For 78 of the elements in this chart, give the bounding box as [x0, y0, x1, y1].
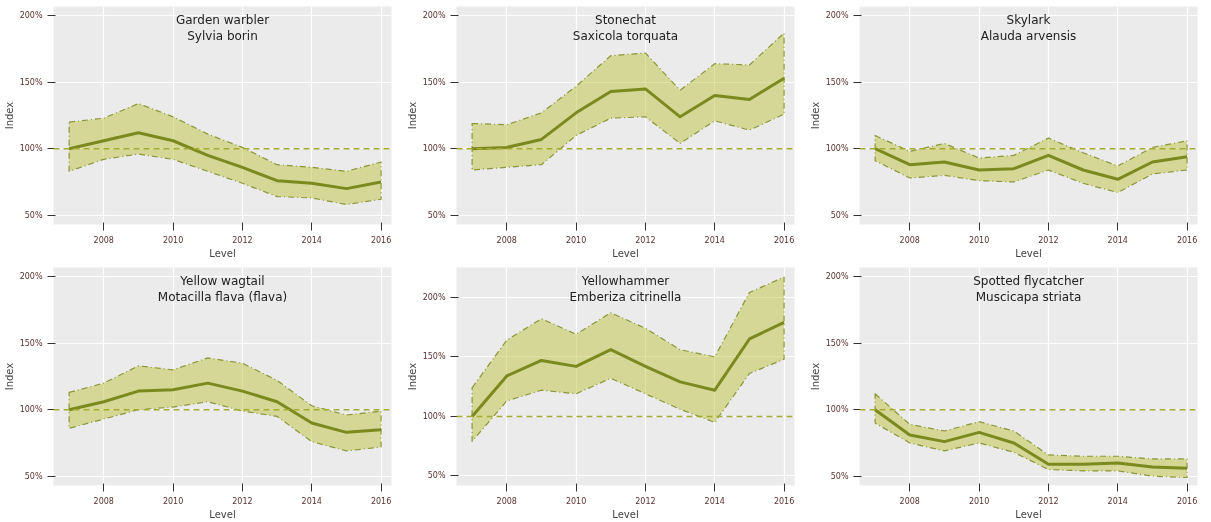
y-tick-label: 150%	[19, 338, 43, 348]
y-tick-label: 50%	[830, 471, 849, 481]
y-tick-label: 50%	[24, 471, 43, 481]
x-tick-label: 2008	[899, 496, 920, 506]
x-axis-title: Level	[209, 508, 236, 520]
x-tick-label: 2012	[232, 235, 253, 245]
x-axis-title: Level	[209, 247, 236, 259]
text: Sylvia borin	[187, 28, 258, 43]
x-tick-label: 2012	[1038, 235, 1059, 245]
text: Skylark	[1006, 12, 1051, 27]
y-axis-title: Index	[3, 362, 15, 391]
x-tick-label: 2012	[635, 496, 656, 506]
x-tick-label: 2012	[635, 235, 656, 245]
x-tick-label: 2012	[1038, 496, 1059, 506]
x-axis-title: Level	[612, 247, 639, 259]
x-tick-label: 2010	[162, 235, 184, 245]
text: Emberiza citrinella	[569, 289, 682, 304]
x-tick-label: 2014	[301, 235, 322, 245]
y-tick-label: 50%	[427, 210, 446, 220]
x-axis-title: Level	[612, 508, 639, 520]
y-tick-label: 150%	[825, 77, 849, 87]
x-tick-label: 2012	[232, 496, 253, 506]
text: Stonechat	[595, 12, 657, 27]
text: Muscicapa striata	[975, 289, 1082, 304]
text: Garden warbler	[175, 12, 270, 27]
x-tick-label: 2014	[704, 235, 725, 245]
y-axis-title: Index	[809, 101, 821, 130]
y-tick-label: 150%	[825, 338, 849, 348]
x-tick-label: 2008	[496, 235, 517, 245]
x-tick-label: 2014	[704, 496, 725, 506]
y-tick-label: 100%	[19, 144, 43, 154]
x-tick-label: 2008	[93, 235, 114, 245]
y-tick-label: 150%	[422, 352, 446, 362]
y-axis-title: Index	[406, 101, 418, 130]
y-tick-label: 50%	[427, 471, 446, 481]
y-tick-label: 150%	[19, 77, 43, 87]
y-tick-label: 200%	[825, 272, 849, 282]
y-tick-label: 200%	[825, 11, 849, 21]
y-tick-label: 100%	[19, 405, 43, 415]
text: Motacilla flava (flava)	[157, 289, 288, 304]
y-tick-label: 100%	[422, 411, 446, 421]
x-tick-label: 2016	[773, 496, 795, 506]
x-tick-label: 2010	[162, 496, 184, 506]
x-axis-title: Level	[1015, 508, 1042, 520]
text: Yellow wagtail	[179, 273, 265, 288]
x-axis-title: Level	[1015, 247, 1042, 259]
x-tick-label: 2008	[93, 496, 114, 506]
y-tick-label: 200%	[19, 11, 43, 21]
y-tick-label: 200%	[422, 292, 446, 302]
text: Saxicola torquata	[572, 28, 679, 43]
text: Yellowhammer	[580, 273, 670, 288]
x-tick-label: 2008	[899, 235, 920, 245]
y-axis-title: Index	[809, 362, 821, 391]
y-tick-label: 50%	[830, 210, 849, 220]
y-axis-title: Index	[406, 362, 418, 391]
x-tick-label: 2014	[301, 496, 322, 506]
x-tick-label: 2010	[968, 496, 990, 506]
text: Spotted flycatcher	[973, 273, 1084, 288]
y-tick-label: 100%	[825, 405, 849, 415]
y-tick-label: 100%	[422, 144, 446, 154]
y-tick-label: 150%	[422, 77, 446, 87]
x-tick-label: 2016	[370, 496, 392, 506]
x-tick-label: 2016	[773, 235, 795, 245]
x-tick-label: 2016	[1176, 496, 1198, 506]
y-tick-label: 100%	[825, 144, 849, 154]
x-tick-label: 2014	[1107, 235, 1128, 245]
x-tick-label: 2010	[565, 235, 587, 245]
x-tick-label: 2010	[968, 235, 990, 245]
x-tick-label: 2016	[370, 235, 392, 245]
x-tick-label: 2014	[1107, 496, 1128, 506]
text: Alauda arvensis	[980, 28, 1077, 43]
y-axis-title: Index	[3, 101, 15, 130]
x-tick-label: 2016	[1176, 235, 1198, 245]
y-tick-label: 50%	[24, 210, 43, 220]
x-tick-label: 2010	[565, 496, 587, 506]
y-tick-label: 200%	[422, 11, 446, 21]
x-tick-label: 2008	[496, 496, 517, 506]
y-tick-label: 200%	[19, 272, 43, 282]
